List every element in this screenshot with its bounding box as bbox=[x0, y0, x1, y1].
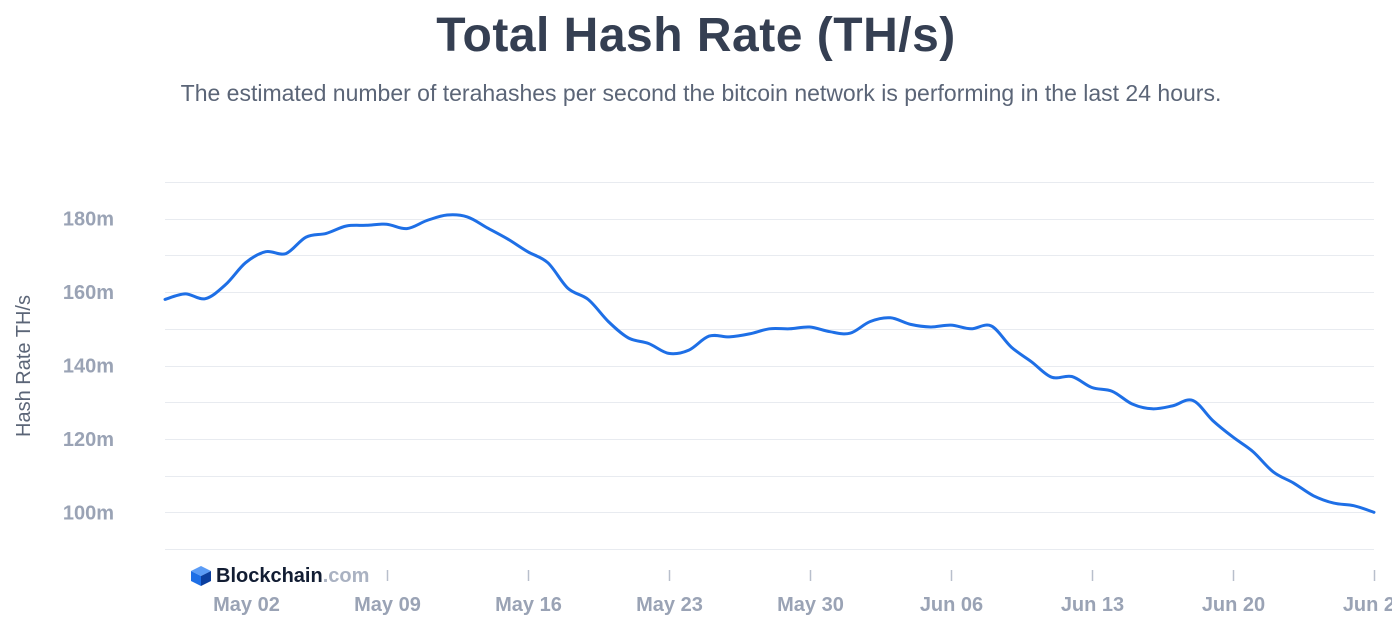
x-tick-label: May 02 bbox=[213, 594, 280, 616]
brand-name: Blockchain bbox=[216, 564, 323, 587]
x-axis-ticks: May 02 May 09 May 16 May 23 May 30 Jun 06 Jun … bbox=[213, 570, 1392, 616]
y-tick-label: 100m bbox=[63, 502, 114, 524]
y-tick-label: 120m bbox=[63, 429, 114, 451]
y-axis-title: Hash Rate TH/s bbox=[13, 295, 35, 437]
x-tick-label: May 23 bbox=[636, 594, 703, 616]
chart-subtitle: The estimated number of terahashes per s… bbox=[180, 80, 1222, 106]
x-tick-label: Jun 27 bbox=[1343, 594, 1392, 616]
y-axis-tick-labels: 100m 120m 140m 160m 180m bbox=[63, 209, 114, 525]
blockchain-watermark: Blockchain .com bbox=[190, 563, 369, 589]
x-tick-label: May 16 bbox=[495, 594, 562, 616]
x-tick-label: May 09 bbox=[354, 594, 421, 616]
x-tick-label: Jun 06 bbox=[920, 594, 983, 616]
chart-title: Total Hash Rate (TH/s) bbox=[436, 9, 956, 62]
x-tick-label: Jun 13 bbox=[1061, 594, 1124, 616]
hash-rate-series-line bbox=[163, 213, 1376, 514]
x-tick-label: May 30 bbox=[777, 594, 844, 616]
blockchain-cube-icon bbox=[191, 566, 211, 586]
y-tick-label: 180m bbox=[63, 209, 114, 231]
grid-lines bbox=[165, 182, 1374, 550]
y-tick-label: 140m bbox=[63, 356, 114, 378]
x-tick-label: Jun 20 bbox=[1202, 594, 1265, 616]
y-tick-label: 160m bbox=[63, 282, 114, 304]
brand-suffix: .com bbox=[322, 564, 370, 587]
